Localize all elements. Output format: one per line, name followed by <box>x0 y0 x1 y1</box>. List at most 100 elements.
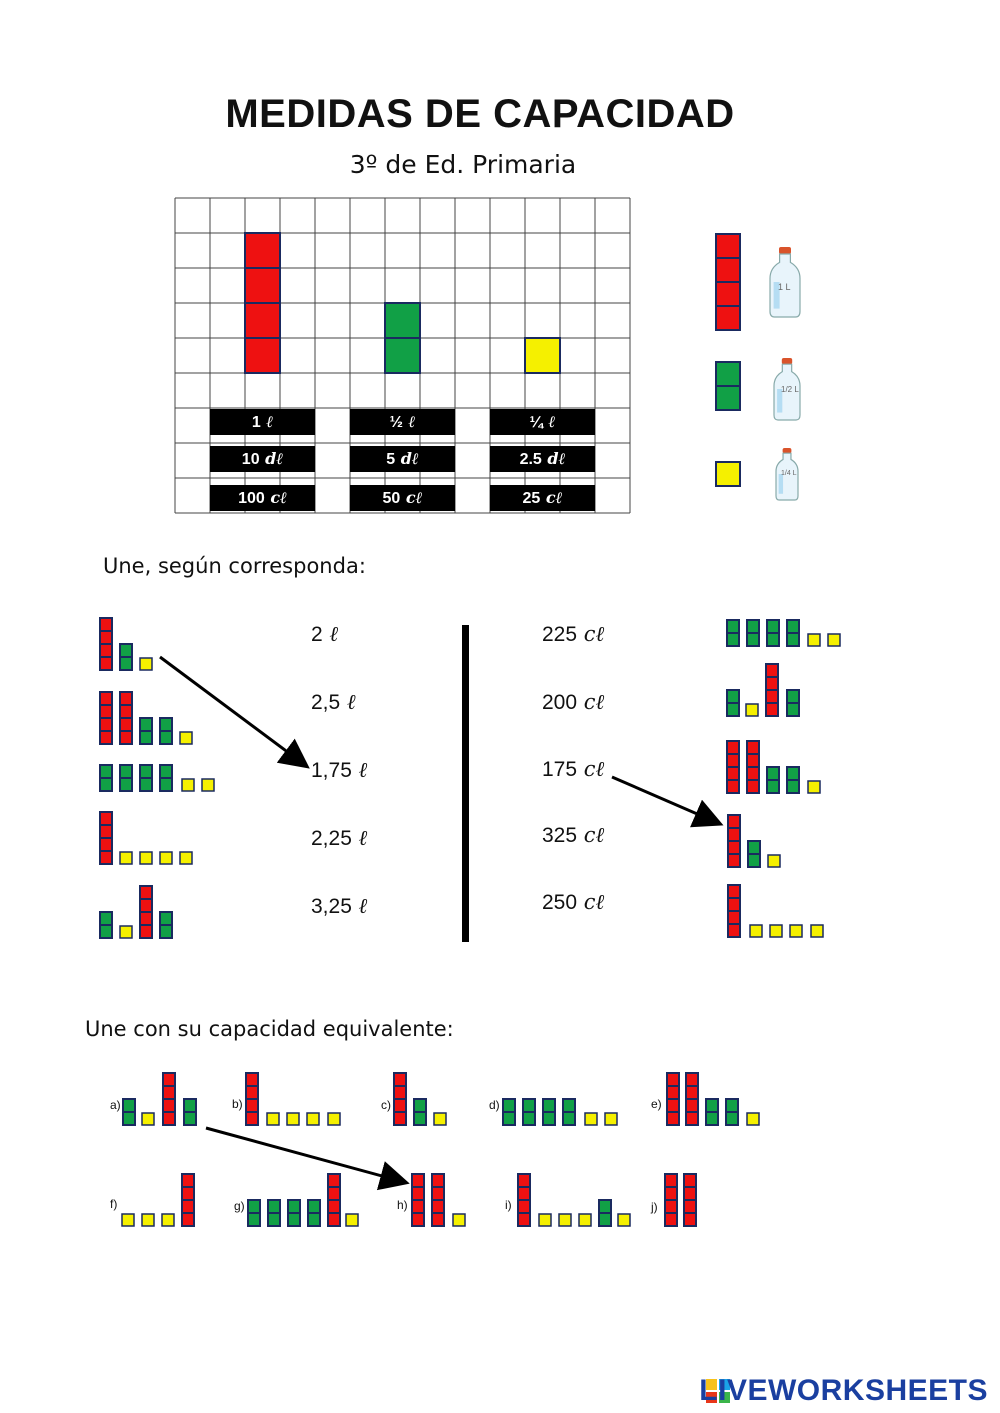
green-block <box>786 632 800 647</box>
yellow-block <box>827 633 841 647</box>
red-block <box>727 910 741 925</box>
value-number: 2,25 <box>311 827 352 850</box>
green-block <box>766 619 780 634</box>
green-block <box>159 764 173 779</box>
red-block <box>99 704 113 719</box>
red-block <box>139 885 153 900</box>
green-block <box>705 1111 719 1126</box>
yellow-block <box>119 925 133 939</box>
red-block <box>664 1199 678 1214</box>
picture-right-1 <box>726 619 841 647</box>
option-letter: e) <box>651 1097 662 1111</box>
red-block <box>517 1173 531 1188</box>
green-block <box>99 764 113 779</box>
green-block <box>766 779 780 794</box>
red-liter-block <box>244 267 281 304</box>
yellow-block <box>749 924 763 938</box>
red-block <box>431 1173 445 1188</box>
red-block <box>727 814 741 829</box>
green-block <box>119 777 133 792</box>
red-block <box>685 1072 699 1087</box>
liveworksheets-logo-icon <box>706 1379 730 1403</box>
red-block <box>746 753 760 768</box>
yellow-block <box>538 1213 552 1227</box>
option-letter: d) <box>489 1098 500 1112</box>
red-block <box>685 1098 699 1113</box>
right-value: 225 cℓ <box>542 622 605 646</box>
red-block <box>245 1111 259 1126</box>
red-block <box>393 1111 407 1126</box>
green-block <box>122 1098 136 1113</box>
red-block <box>727 923 741 938</box>
red-block <box>666 1072 680 1087</box>
green-block <box>598 1212 612 1227</box>
section1-right-pictures <box>726 619 841 938</box>
red-block <box>664 1173 678 1188</box>
picture-left-3 <box>99 764 215 792</box>
red-block <box>181 1186 195 1201</box>
red-block <box>726 753 740 768</box>
red-block <box>746 779 760 794</box>
left-value: 2,25 ℓ <box>311 826 368 850</box>
red-block <box>685 1085 699 1100</box>
green-block <box>287 1199 301 1214</box>
yellow-block <box>558 1213 572 1227</box>
yellow-block <box>327 1112 341 1126</box>
red-block <box>162 1072 176 1087</box>
picture-c <box>393 1072 447 1126</box>
red-block <box>119 730 133 745</box>
red-block <box>162 1085 176 1100</box>
red-block <box>181 1212 195 1227</box>
legend-blocks <box>715 233 741 487</box>
green-block <box>522 1111 536 1126</box>
green-block <box>725 1111 739 1126</box>
bottle-shine <box>773 282 780 309</box>
legend-red-block <box>715 233 741 259</box>
yellow-block <box>604 1112 618 1126</box>
left-value: 2 ℓ <box>311 622 339 646</box>
red-block <box>162 1111 176 1126</box>
green-block <box>747 840 761 855</box>
red-block <box>99 811 113 826</box>
left-value: 2,5 ℓ <box>311 690 356 714</box>
red-block <box>393 1085 407 1100</box>
picture-left-1 <box>99 617 153 671</box>
option-letter: b) <box>232 1097 243 1111</box>
green-block <box>726 632 740 647</box>
value-number: 200 <box>542 691 578 714</box>
green-block <box>307 1199 321 1214</box>
picture-left-2 <box>99 691 193 745</box>
value-number: 250 <box>542 891 578 914</box>
green-block <box>725 1098 739 1113</box>
option-letter: h) <box>397 1198 408 1212</box>
green-block <box>747 853 761 868</box>
yellow-block <box>810 924 824 938</box>
legend-yellow-block <box>715 461 741 487</box>
red-block <box>517 1199 531 1214</box>
red-block <box>726 766 740 781</box>
yellow-block <box>141 1213 155 1227</box>
red-block <box>727 853 741 868</box>
green-block <box>99 911 113 926</box>
yellow-block <box>789 924 803 938</box>
option-letter: a) <box>110 1098 121 1112</box>
bottle-1l-icon <box>769 247 801 318</box>
instruction-2: Une con su capacidad equivalente: <box>85 1017 454 1041</box>
green-block <box>99 777 113 792</box>
green-block <box>159 730 173 745</box>
green-block <box>746 619 760 634</box>
unit-label-box: ¼ ℓ <box>490 409 595 435</box>
yellow-block <box>617 1213 631 1227</box>
picture-a <box>122 1072 197 1126</box>
green-block <box>786 779 800 794</box>
yellow-block <box>286 1112 300 1126</box>
red-block <box>99 717 113 732</box>
red-block <box>99 730 113 745</box>
red-block <box>411 1212 425 1227</box>
picture-left-5 <box>99 885 173 939</box>
red-block <box>327 1173 341 1188</box>
red-block <box>726 740 740 755</box>
yellow-block <box>746 1112 760 1126</box>
green-half-block <box>384 337 421 374</box>
yellow-block <box>266 1112 280 1126</box>
